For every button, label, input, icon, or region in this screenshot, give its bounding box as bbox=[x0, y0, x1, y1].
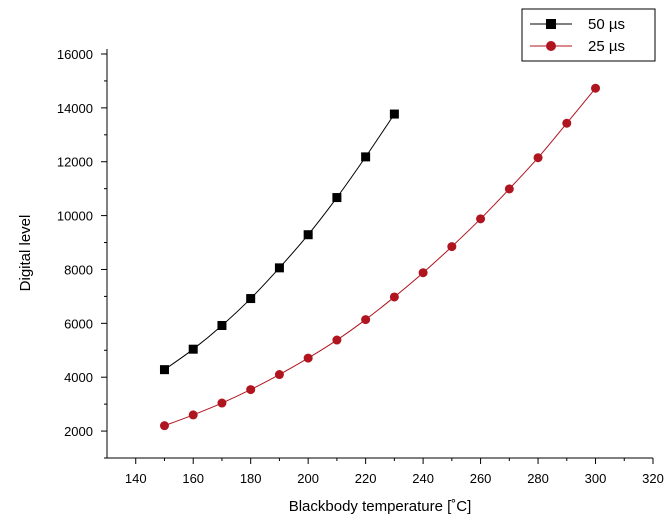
x-tick-label: 260 bbox=[470, 471, 492, 486]
data-point-circle bbox=[217, 398, 227, 408]
legend-label-25us: 25 µs bbox=[588, 38, 625, 55]
legend: 50 µs 25 µs bbox=[521, 8, 656, 62]
series-layer bbox=[159, 83, 601, 431]
data-point-circle bbox=[418, 268, 428, 278]
data-point-square bbox=[389, 109, 399, 119]
x-tick-label: 200 bbox=[297, 471, 319, 486]
x-tick-label: 160 bbox=[182, 471, 204, 486]
data-point-circle bbox=[447, 242, 457, 252]
data-point-circle bbox=[504, 184, 514, 194]
data-point-square bbox=[217, 320, 227, 330]
y-tick-label: 2000 bbox=[64, 424, 93, 439]
data-point-circle bbox=[274, 370, 284, 380]
y-axis-title: Digital level bbox=[17, 215, 34, 292]
data-point-square bbox=[159, 365, 169, 375]
x-tick-label: 180 bbox=[240, 471, 262, 486]
y-tick-label: 6000 bbox=[64, 316, 93, 331]
series-line-1 bbox=[164, 87, 596, 427]
data-point-circle bbox=[159, 421, 169, 431]
y-ticks: 2000 4000 6000 8000 10000 12000 14000 16000 bbox=[57, 47, 107, 459]
legend-marker-50us bbox=[546, 19, 556, 29]
y-tick-label: 14000 bbox=[57, 101, 93, 116]
data-point-square bbox=[188, 344, 198, 354]
x-tick-label: 300 bbox=[585, 471, 607, 486]
x-axis-title: Blackbody temperature [˚C] bbox=[289, 498, 472, 515]
data-point-square bbox=[361, 152, 371, 162]
y-tick-label: 10000 bbox=[57, 209, 93, 224]
legend-label-50us: 50 µs bbox=[588, 16, 625, 33]
x-tick-label: 220 bbox=[355, 471, 377, 486]
y-tick-label: 16000 bbox=[57, 47, 93, 62]
legend-box bbox=[521, 8, 656, 62]
series-line-0 bbox=[164, 113, 395, 371]
data-point-square bbox=[246, 294, 256, 304]
data-point-circle bbox=[562, 118, 572, 128]
data-point-square bbox=[274, 263, 284, 273]
data-point-circle bbox=[188, 410, 198, 420]
x-tick-label: 140 bbox=[125, 471, 147, 486]
x-ticks: 140 160 180 200 220 240 260 280 300 320 bbox=[125, 458, 664, 486]
x-tick-label: 280 bbox=[527, 471, 549, 486]
data-point-square bbox=[303, 230, 313, 240]
x-tick-label: 320 bbox=[642, 471, 664, 486]
data-point-circle bbox=[361, 315, 371, 325]
x-tick-label: 240 bbox=[412, 471, 434, 486]
data-point-circle bbox=[303, 353, 313, 363]
data-point-circle bbox=[332, 335, 342, 345]
data-point-circle bbox=[591, 83, 601, 93]
data-point-circle bbox=[246, 385, 256, 395]
data-point-circle bbox=[389, 292, 399, 302]
data-point-circle bbox=[476, 214, 486, 224]
y-tick-label: 4000 bbox=[64, 370, 93, 385]
legend-marker-25us bbox=[546, 41, 556, 51]
data-point-circle bbox=[533, 153, 543, 163]
data-point-square bbox=[332, 193, 342, 203]
y-tick-label: 12000 bbox=[57, 155, 93, 170]
y-tick-label: 8000 bbox=[64, 262, 93, 277]
